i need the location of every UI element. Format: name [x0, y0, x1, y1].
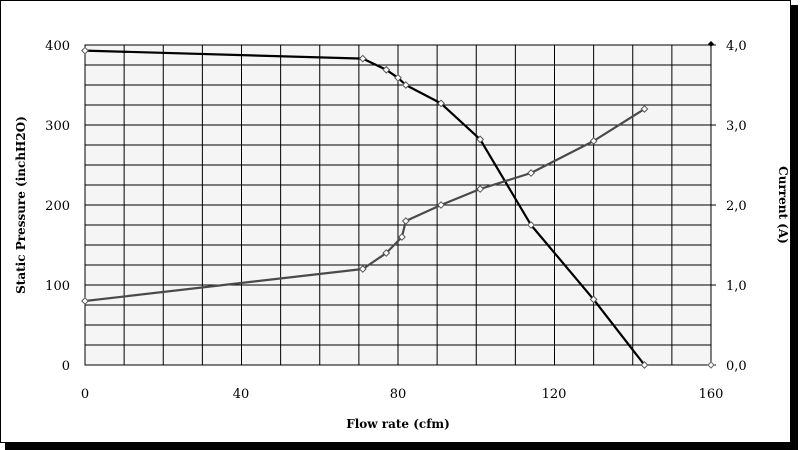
- series-2-point-3: [382, 249, 391, 257]
- series-2-point-7: [476, 185, 485, 193]
- series-1-point-10: [640, 361, 649, 369]
- series-1-point-2: [358, 54, 367, 63]
- series-2-point-2: [358, 265, 367, 273]
- series-1-point-6: [437, 99, 445, 108]
- grid-lines: [85, 45, 711, 365]
- x-tick-0: 0: [81, 387, 89, 402]
- series-2-point-1: [81, 297, 89, 305]
- x-tick-40: 40: [233, 387, 250, 402]
- right-axis-top-marker: [708, 41, 714, 47]
- series-1-point-9: [589, 295, 598, 304]
- series-2-point-4: [398, 233, 406, 241]
- series-1-point-8: [527, 221, 535, 229]
- series-2-line: [84, 108, 646, 303]
- series-1-point-1: [81, 46, 89, 55]
- series-2-point-5: [401, 217, 410, 225]
- x-axis-label: Flow rate (cfm): [346, 417, 450, 431]
- right-axis-bottom-marker: [707, 361, 715, 369]
- x-tick-80: 80: [390, 387, 407, 402]
- series-1-point-3: [382, 65, 391, 74]
- series-2-point-6: [437, 201, 445, 209]
- y-right-tick-0: 0,0: [726, 359, 747, 374]
- frame-shadow-right: [791, 5, 798, 448]
- right-axis: [707, 41, 716, 369]
- y-left-tick-300: 300: [45, 119, 70, 134]
- y-right-tick-3: 3,0: [726, 119, 747, 134]
- y-right-tick-1: 1,0: [726, 279, 747, 294]
- x-tick-160: 160: [699, 387, 724, 402]
- series-layer: [81, 46, 649, 369]
- series-1-point-5: [401, 81, 410, 89]
- y-left-tick-0: 0: [62, 359, 70, 374]
- series-1-point-7: [476, 135, 485, 144]
- series-1-point-4: [394, 73, 402, 82]
- y-left-axis-label: Static Pressure (inchH2O): [14, 116, 28, 294]
- y-left-tick-200: 200: [45, 199, 70, 214]
- series-1-line: [84, 49, 646, 366]
- y-right-tick-2: 2,0: [726, 199, 747, 214]
- y-left-tick-100: 100: [45, 279, 70, 294]
- series-2-point-8: [527, 169, 535, 177]
- y-right-tick-4: 4,0: [726, 39, 747, 54]
- x-tick-120: 120: [542, 387, 567, 402]
- frame-shadow-bottom: [5, 443, 798, 450]
- y-right-axis-label: Current (A): [776, 166, 790, 244]
- y-left-tick-400: 400: [45, 39, 70, 54]
- series-2-point-9: [589, 137, 598, 145]
- series-2-point-10: [640, 105, 649, 113]
